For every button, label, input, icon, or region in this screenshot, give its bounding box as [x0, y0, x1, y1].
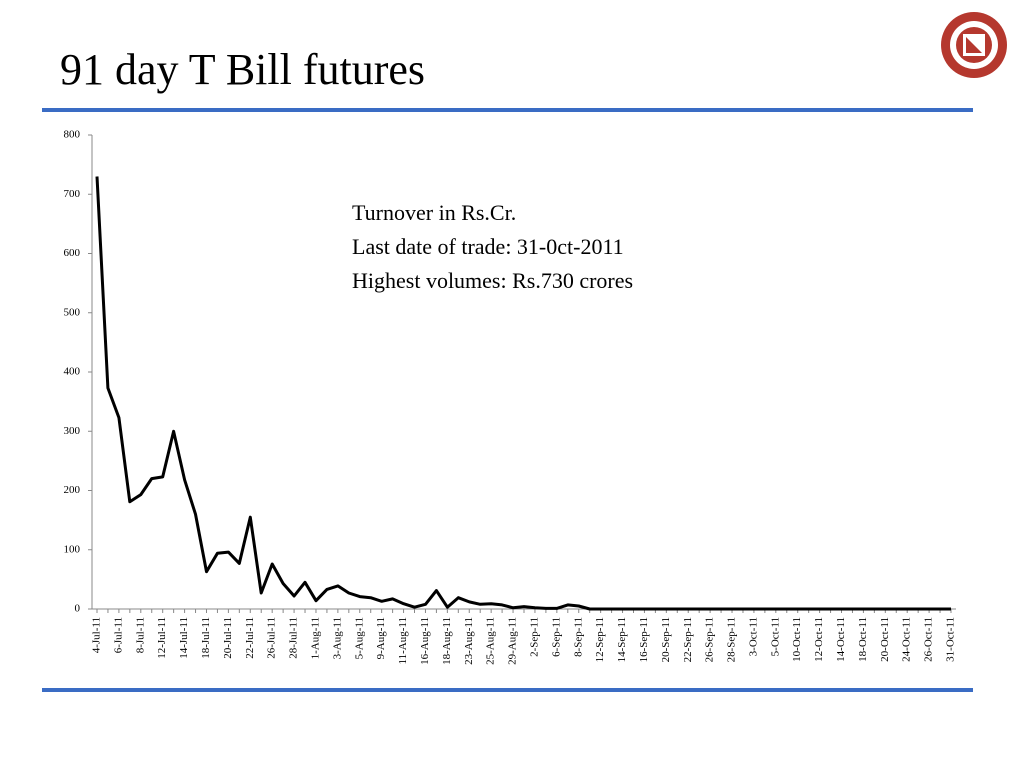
y-tick-label: 300	[64, 425, 81, 437]
x-tick-label: 8-Sep-11	[572, 617, 584, 657]
y-tick-label: 0	[75, 603, 81, 615]
y-tick-label: 600	[64, 247, 81, 259]
x-tick-label: 12-Oct-11	[813, 617, 825, 662]
x-tick-label: 5-Oct-11	[769, 617, 781, 656]
x-tick-label: 8-Jul-11	[134, 617, 146, 653]
annotation: Highest volumes: Rs.730 crores	[352, 268, 633, 293]
y-tick-label: 800	[64, 129, 81, 141]
x-tick-label: 24-Oct-11	[901, 617, 913, 662]
x-tick-label: 16-Sep-11	[638, 617, 650, 662]
y-tick-label: 400	[64, 366, 81, 378]
x-tick-label: 29-Aug-11	[507, 617, 519, 665]
bottom-rule	[42, 688, 973, 692]
x-tick-label: 20-Jul-11	[222, 617, 234, 659]
y-tick-label: 100	[64, 543, 81, 555]
x-tick-label: 20-Oct-11	[879, 617, 891, 662]
x-tick-label: 23-Aug-11	[463, 617, 475, 665]
x-tick-label: 28-Jul-11	[288, 617, 300, 659]
x-tick-label: 6-Jul-11	[112, 617, 124, 653]
x-tick-label: 4-Jul-11	[91, 617, 103, 653]
x-tick-label: 14-Jul-11	[178, 617, 190, 659]
x-tick-label: 14-Oct-11	[835, 617, 847, 662]
x-tick-label: 31-Oct-11	[945, 617, 957, 662]
x-tick-label: 10-Oct-11	[791, 617, 803, 662]
x-tick-label: 11-Aug-11	[397, 617, 409, 664]
x-tick-label: 20-Sep-11	[660, 617, 672, 662]
x-tick-label: 18-Oct-11	[857, 617, 869, 662]
chart-title: 91 day T Bill futures	[60, 45, 425, 94]
x-tick-label: 9-Aug-11	[375, 617, 387, 659]
logo	[941, 12, 1007, 78]
x-tick-label: 2-Sep-11	[528, 617, 540, 657]
x-tick-label: 26-Oct-11	[923, 617, 935, 662]
x-tick-label: 16-Aug-11	[419, 617, 431, 665]
annotation: Turnover in Rs.Cr.	[352, 200, 516, 225]
x-tick-label: 22-Jul-11	[244, 617, 256, 659]
x-tick-label: 25-Aug-11	[485, 617, 497, 665]
annotation: Last date of trade: 31-0ct-2011	[352, 234, 624, 259]
x-tick-label: 3-Oct-11	[747, 617, 759, 656]
y-tick-label: 200	[64, 484, 81, 496]
x-tick-label: 5-Aug-11	[353, 617, 365, 659]
y-tick-label: 500	[64, 306, 81, 318]
x-tick-label: 12-Jul-11	[156, 617, 168, 659]
x-tick-label: 26-Jul-11	[266, 617, 278, 659]
top-rule	[42, 108, 973, 112]
x-tick-label: 12-Sep-11	[594, 617, 606, 662]
y-tick-label: 700	[64, 188, 81, 200]
x-tick-label: 3-Aug-11	[331, 617, 343, 659]
x-tick-label: 28-Sep-11	[726, 617, 738, 662]
x-tick-label: 18-Jul-11	[200, 617, 212, 659]
x-tick-label: 14-Sep-11	[616, 617, 628, 662]
x-tick-label: 26-Sep-11	[704, 617, 716, 662]
x-tick-label: 6-Sep-11	[550, 617, 562, 657]
x-tick-label: 18-Aug-11	[441, 617, 453, 665]
data-line	[95, 176, 951, 611]
x-tick-label: 22-Sep-11	[682, 617, 694, 662]
x-tick-label: 1-Aug-11	[310, 617, 322, 659]
